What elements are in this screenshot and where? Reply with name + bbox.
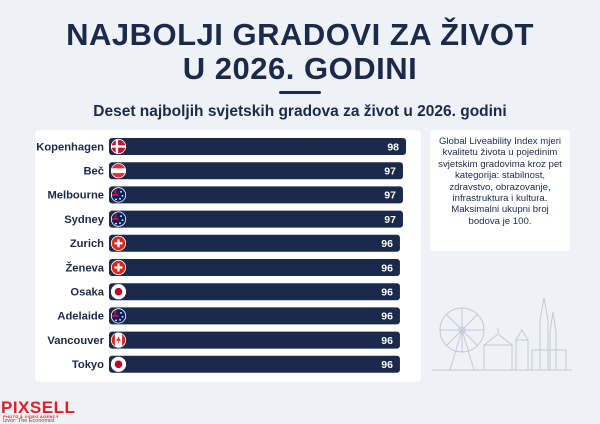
category-label: Zurich [70, 238, 104, 250]
category-label: Vancouver [47, 335, 104, 347]
bar [109, 307, 400, 325]
bar-row: Osaka 96 [70, 283, 400, 301]
city-skyline-illustration [432, 297, 572, 371]
bar [109, 138, 406, 155]
bar-row: Tokyo 96 [72, 355, 400, 373]
chart-panel: Kopenhagen 98 Beč 97 Melbourne 97 Sydney 97 Zuri… [35, 130, 421, 382]
bar [109, 210, 403, 228]
title-line-2: U 2026. GODINI [182, 51, 418, 86]
value-label: 96 [381, 238, 393, 250]
bar-row: Beč 97 [83, 162, 403, 180]
denmark-flag-icon [110, 138, 127, 155]
value-label: 96 [381, 311, 393, 323]
bar-row: Vancouver 96 [47, 331, 400, 349]
category-label: Ženeva [65, 261, 104, 274]
category-label: Tokyo [72, 359, 104, 371]
title-line-1: NAJBOLJI GRADOVI ZA ŽIVOT [66, 17, 534, 52]
logo-tagline: PHOTO & VIDEO AGENCY [3, 414, 59, 419]
bar-chart: Kopenhagen 98 Beč 97 Melbourne 97 Sydney 97 Zuri… [36, 138, 406, 373]
category-label: Osaka [70, 287, 104, 299]
bar [109, 355, 400, 373]
bar-row: Melbourne 97 [47, 186, 403, 204]
value-label: 96 [381, 287, 393, 299]
value-label: 97 [384, 166, 396, 178]
category-label: Kopenhagen [36, 141, 104, 153]
page-title: NAJBOLJI GRADOVI ZA ŽIVOT U 2026. GODINI [0, 18, 600, 86]
bar [109, 331, 400, 349]
bar [109, 283, 400, 301]
bar [109, 234, 400, 252]
bar [109, 162, 403, 180]
bar-row: Kopenhagen 98 [36, 138, 406, 155]
australia-flag-icon [110, 211, 127, 227]
category-label: Sydney [64, 214, 105, 226]
category-label: Melbourne [47, 190, 104, 202]
bar-row: Zurich 96 [70, 234, 400, 252]
info-box: Global Liveability Index mjeri kvalitetu… [430, 130, 570, 251]
value-label: 96 [381, 335, 393, 347]
title-divider [279, 91, 321, 94]
value-label: 98 [387, 141, 399, 153]
category-label: Beč [83, 166, 104, 178]
chart-subtitle: Deset najboljih svjetskih gradova za živ… [93, 103, 507, 120]
value-label: 96 [381, 262, 393, 274]
switzerland-flag-icon [110, 235, 127, 251]
switzerland-flag-icon [110, 259, 127, 276]
bar [109, 259, 400, 276]
australia-flag-icon [110, 308, 127, 324]
value-label: 97 [384, 214, 396, 226]
source-note: Izvor: The Economist [3, 418, 55, 424]
pixsell-logo: PIXSELL [1, 398, 76, 417]
japan-flag-icon [110, 356, 127, 372]
australia-flag-icon [110, 187, 127, 203]
value-label: 97 [384, 190, 396, 202]
bar-row: Sydney 97 [64, 210, 403, 228]
austria-flag-icon [110, 163, 127, 179]
value-label: 96 [381, 359, 393, 371]
bar-row: Adelaide 96 [57, 307, 400, 325]
info-text: Global Liveability Index mjeri kvalitetu… [438, 136, 562, 227]
bar [109, 186, 403, 204]
canada-flag-icon [110, 332, 127, 348]
bar-row: Ženeva 96 [65, 259, 400, 276]
category-label: Adelaide [57, 311, 104, 323]
japan-flag-icon [110, 284, 127, 300]
